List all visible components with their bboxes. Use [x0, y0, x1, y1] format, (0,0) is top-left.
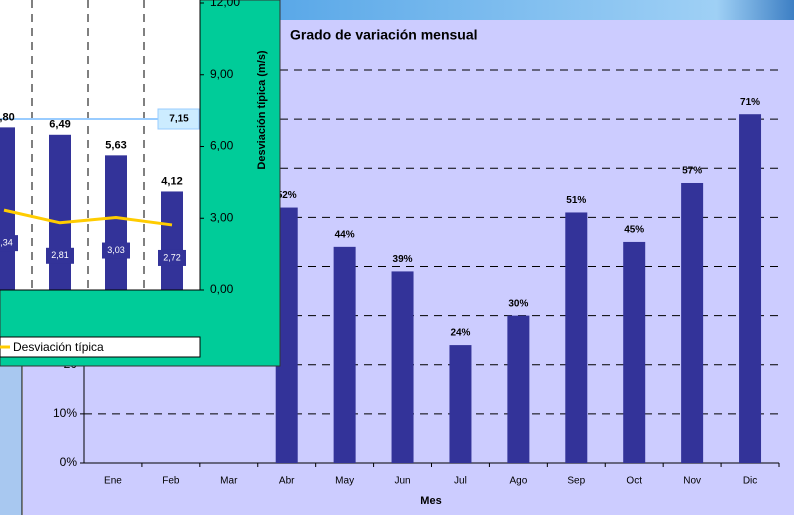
line	[3, 208, 173, 227]
bar	[275, 207, 298, 463]
bar	[49, 134, 71, 290]
y2-tick-label: 3,00	[210, 210, 234, 224]
bar	[0, 127, 15, 290]
legend	[0, 336, 201, 358]
line-label-box	[0, 235, 18, 252]
y2-axis-label: Desviación típica (m/s)	[256, 50, 268, 170]
bar	[449, 345, 472, 463]
data-label: 6,49	[49, 119, 70, 131]
line-label-box	[102, 242, 130, 259]
data-label: 71%	[740, 97, 760, 108]
data-label: 6,80	[0, 111, 15, 123]
x-tick-label: Abr	[279, 476, 295, 487]
x-tick-label: Oct	[626, 476, 642, 487]
data-label: 39%	[393, 254, 413, 265]
data-label: 44%	[335, 229, 355, 240]
x-axis-label: Mes	[420, 495, 441, 507]
bar	[161, 191, 183, 290]
line-label: 3,34	[0, 237, 13, 247]
bar	[333, 246, 356, 463]
data-label: 30%	[508, 298, 528, 309]
reference-label-box	[157, 108, 200, 130]
y-tick-label: 10%	[53, 406, 77, 420]
x-tick-label: Ene	[104, 476, 122, 487]
y-tick-label: 0%	[60, 455, 78, 469]
reference-label: 7,15	[169, 114, 189, 125]
line-label-box	[158, 249, 186, 266]
line-label: 2,81	[51, 250, 69, 260]
bar	[391, 271, 414, 463]
line-label-box	[46, 247, 74, 264]
y2-tick-label: 12,00	[210, 0, 240, 9]
line-label: 3,03	[107, 245, 125, 255]
data-label: 4,12	[161, 175, 182, 187]
data-label: 57%	[682, 166, 702, 177]
bar	[681, 182, 704, 464]
data-label: 45%	[624, 225, 644, 236]
data-label: 52%	[277, 190, 297, 201]
x-tick-label: Mar	[220, 476, 238, 487]
top-strip	[280, 0, 794, 22]
x-tick-label: May	[335, 476, 354, 487]
legend-label: Desviación típica	[13, 340, 104, 354]
x-tick-label: Ago	[509, 476, 527, 487]
x-tick-label: Jul	[454, 476, 467, 487]
bar	[507, 315, 530, 463]
data-label: 5,63	[105, 139, 126, 151]
bar	[565, 212, 588, 463]
front-chart: Desviación típica (m/s) SepOctNovDic7,15…	[0, 0, 281, 367]
y2-tick-label: 6,00	[210, 139, 234, 153]
y2-tick-label: 0,00	[210, 282, 234, 296]
front-plot: SepOctNovDic7,156,806,495,634,123,342,81…	[0, 0, 200, 290]
y2-tick-label: 9,00	[210, 67, 234, 81]
bar	[739, 114, 762, 464]
chart-title: Grado de variación mensual	[290, 27, 478, 43]
data-label: 24%	[450, 328, 470, 339]
x-tick-label: Jun	[394, 476, 410, 487]
data-label: 51%	[566, 195, 586, 206]
x-tick-label: Nov	[683, 476, 701, 487]
x-tick-label: Sep	[567, 476, 585, 487]
x-tick-label: Dic	[743, 476, 757, 487]
left-strip	[0, 360, 22, 515]
x-tick-label: Feb	[162, 476, 180, 487]
bar	[623, 241, 646, 463]
bar	[105, 155, 127, 290]
line-label: 2,72	[163, 252, 181, 262]
